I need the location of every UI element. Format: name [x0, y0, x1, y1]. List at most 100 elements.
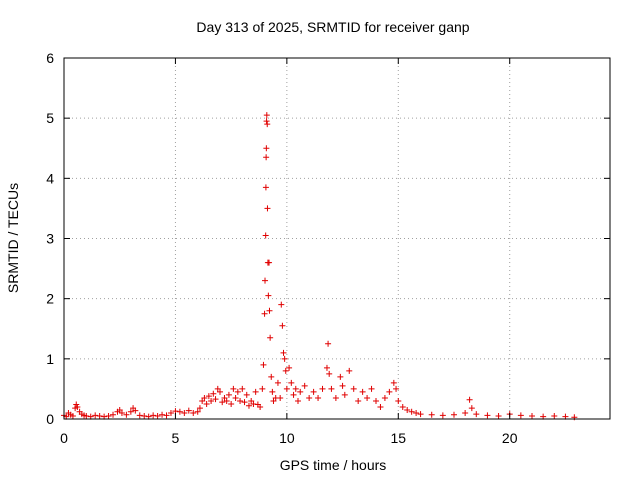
data-point	[74, 403, 81, 410]
data-point	[268, 373, 275, 380]
data-point	[364, 394, 371, 401]
data-point	[451, 411, 457, 418]
data-point	[185, 407, 192, 414]
data-point	[228, 400, 235, 407]
data-point	[257, 403, 264, 410]
data-point	[466, 396, 473, 403]
data-point	[326, 370, 333, 377]
data-point	[359, 388, 366, 395]
data-point	[136, 412, 143, 419]
data-point	[377, 403, 384, 410]
data-point	[264, 121, 271, 128]
data-points	[61, 112, 578, 421]
data-point	[295, 397, 301, 404]
data-point	[274, 379, 281, 386]
data-point	[315, 394, 322, 401]
x-tick-label: 0	[60, 430, 68, 446]
data-point	[277, 394, 284, 401]
data-point	[230, 385, 237, 392]
data-point	[283, 385, 290, 392]
data-point	[529, 412, 535, 419]
data-point	[262, 184, 269, 191]
data-point	[279, 322, 286, 329]
data-point	[306, 394, 313, 401]
x-tick-label: 20	[502, 430, 518, 446]
data-point	[150, 412, 157, 419]
data-point	[323, 364, 330, 371]
grid-lines	[64, 58, 610, 419]
data-point	[428, 411, 435, 418]
data-point	[373, 397, 379, 404]
data-point	[339, 382, 346, 389]
data-point	[473, 411, 480, 418]
y-tick-label: 1	[46, 351, 54, 367]
data-point	[259, 385, 266, 392]
y-tick-label: 0	[46, 411, 54, 427]
x-tick-label: 5	[172, 430, 180, 446]
data-point	[245, 402, 252, 409]
data-point	[263, 118, 270, 125]
data-point	[297, 388, 304, 395]
data-point	[417, 411, 424, 418]
data-point	[266, 307, 273, 314]
data-point	[328, 385, 335, 392]
data-point	[194, 408, 201, 415]
y-tick-label: 6	[46, 50, 54, 66]
data-point	[221, 394, 228, 401]
data-point	[263, 154, 270, 161]
y-tick-label: 4	[46, 170, 54, 186]
data-point	[408, 408, 415, 415]
data-point	[250, 400, 257, 407]
data-point	[225, 391, 232, 398]
data-point	[269, 388, 276, 395]
data-point	[214, 385, 221, 392]
data-point	[234, 388, 241, 395]
data-point	[386, 388, 393, 395]
x-tick-label: 15	[390, 430, 406, 446]
data-point	[210, 390, 217, 397]
y-axis-title: SRMTID / TECUs	[5, 183, 21, 293]
data-point	[167, 409, 174, 416]
data-point	[83, 412, 90, 419]
data-point	[208, 397, 215, 404]
data-point	[267, 334, 274, 341]
data-point	[263, 112, 270, 119]
data-point	[278, 301, 285, 308]
data-point	[468, 405, 475, 412]
data-point	[260, 361, 267, 368]
data-point	[141, 412, 148, 419]
x-axis-title: GPS time / hours	[280, 457, 387, 473]
data-point	[92, 412, 99, 419]
data-point	[127, 408, 134, 415]
data-point	[395, 397, 402, 404]
data-point	[286, 364, 293, 371]
data-point	[118, 409, 125, 416]
data-point	[262, 277, 269, 284]
data-point	[154, 412, 161, 419]
data-point	[176, 408, 183, 415]
data-point	[159, 411, 166, 418]
data-point	[264, 205, 271, 212]
data-point	[310, 388, 317, 395]
data-point	[341, 391, 348, 398]
data-point	[551, 412, 558, 419]
data-point	[288, 379, 295, 386]
data-point	[116, 406, 123, 413]
tick-labels: 0 5 10 15 20 0 1 2 3 4 5 6	[46, 50, 518, 446]
data-point	[96, 412, 103, 419]
data-point	[237, 397, 244, 404]
data-point	[132, 407, 139, 414]
data-point	[243, 391, 250, 398]
data-point	[350, 385, 357, 392]
data-point	[69, 412, 76, 419]
data-point	[266, 259, 273, 266]
data-point	[123, 411, 130, 418]
y-tick-label: 3	[46, 231, 54, 247]
data-point	[462, 409, 469, 416]
data-point	[337, 373, 344, 380]
data-point	[232, 394, 239, 401]
data-point	[404, 406, 411, 413]
data-point	[263, 145, 270, 152]
data-point	[390, 379, 397, 386]
